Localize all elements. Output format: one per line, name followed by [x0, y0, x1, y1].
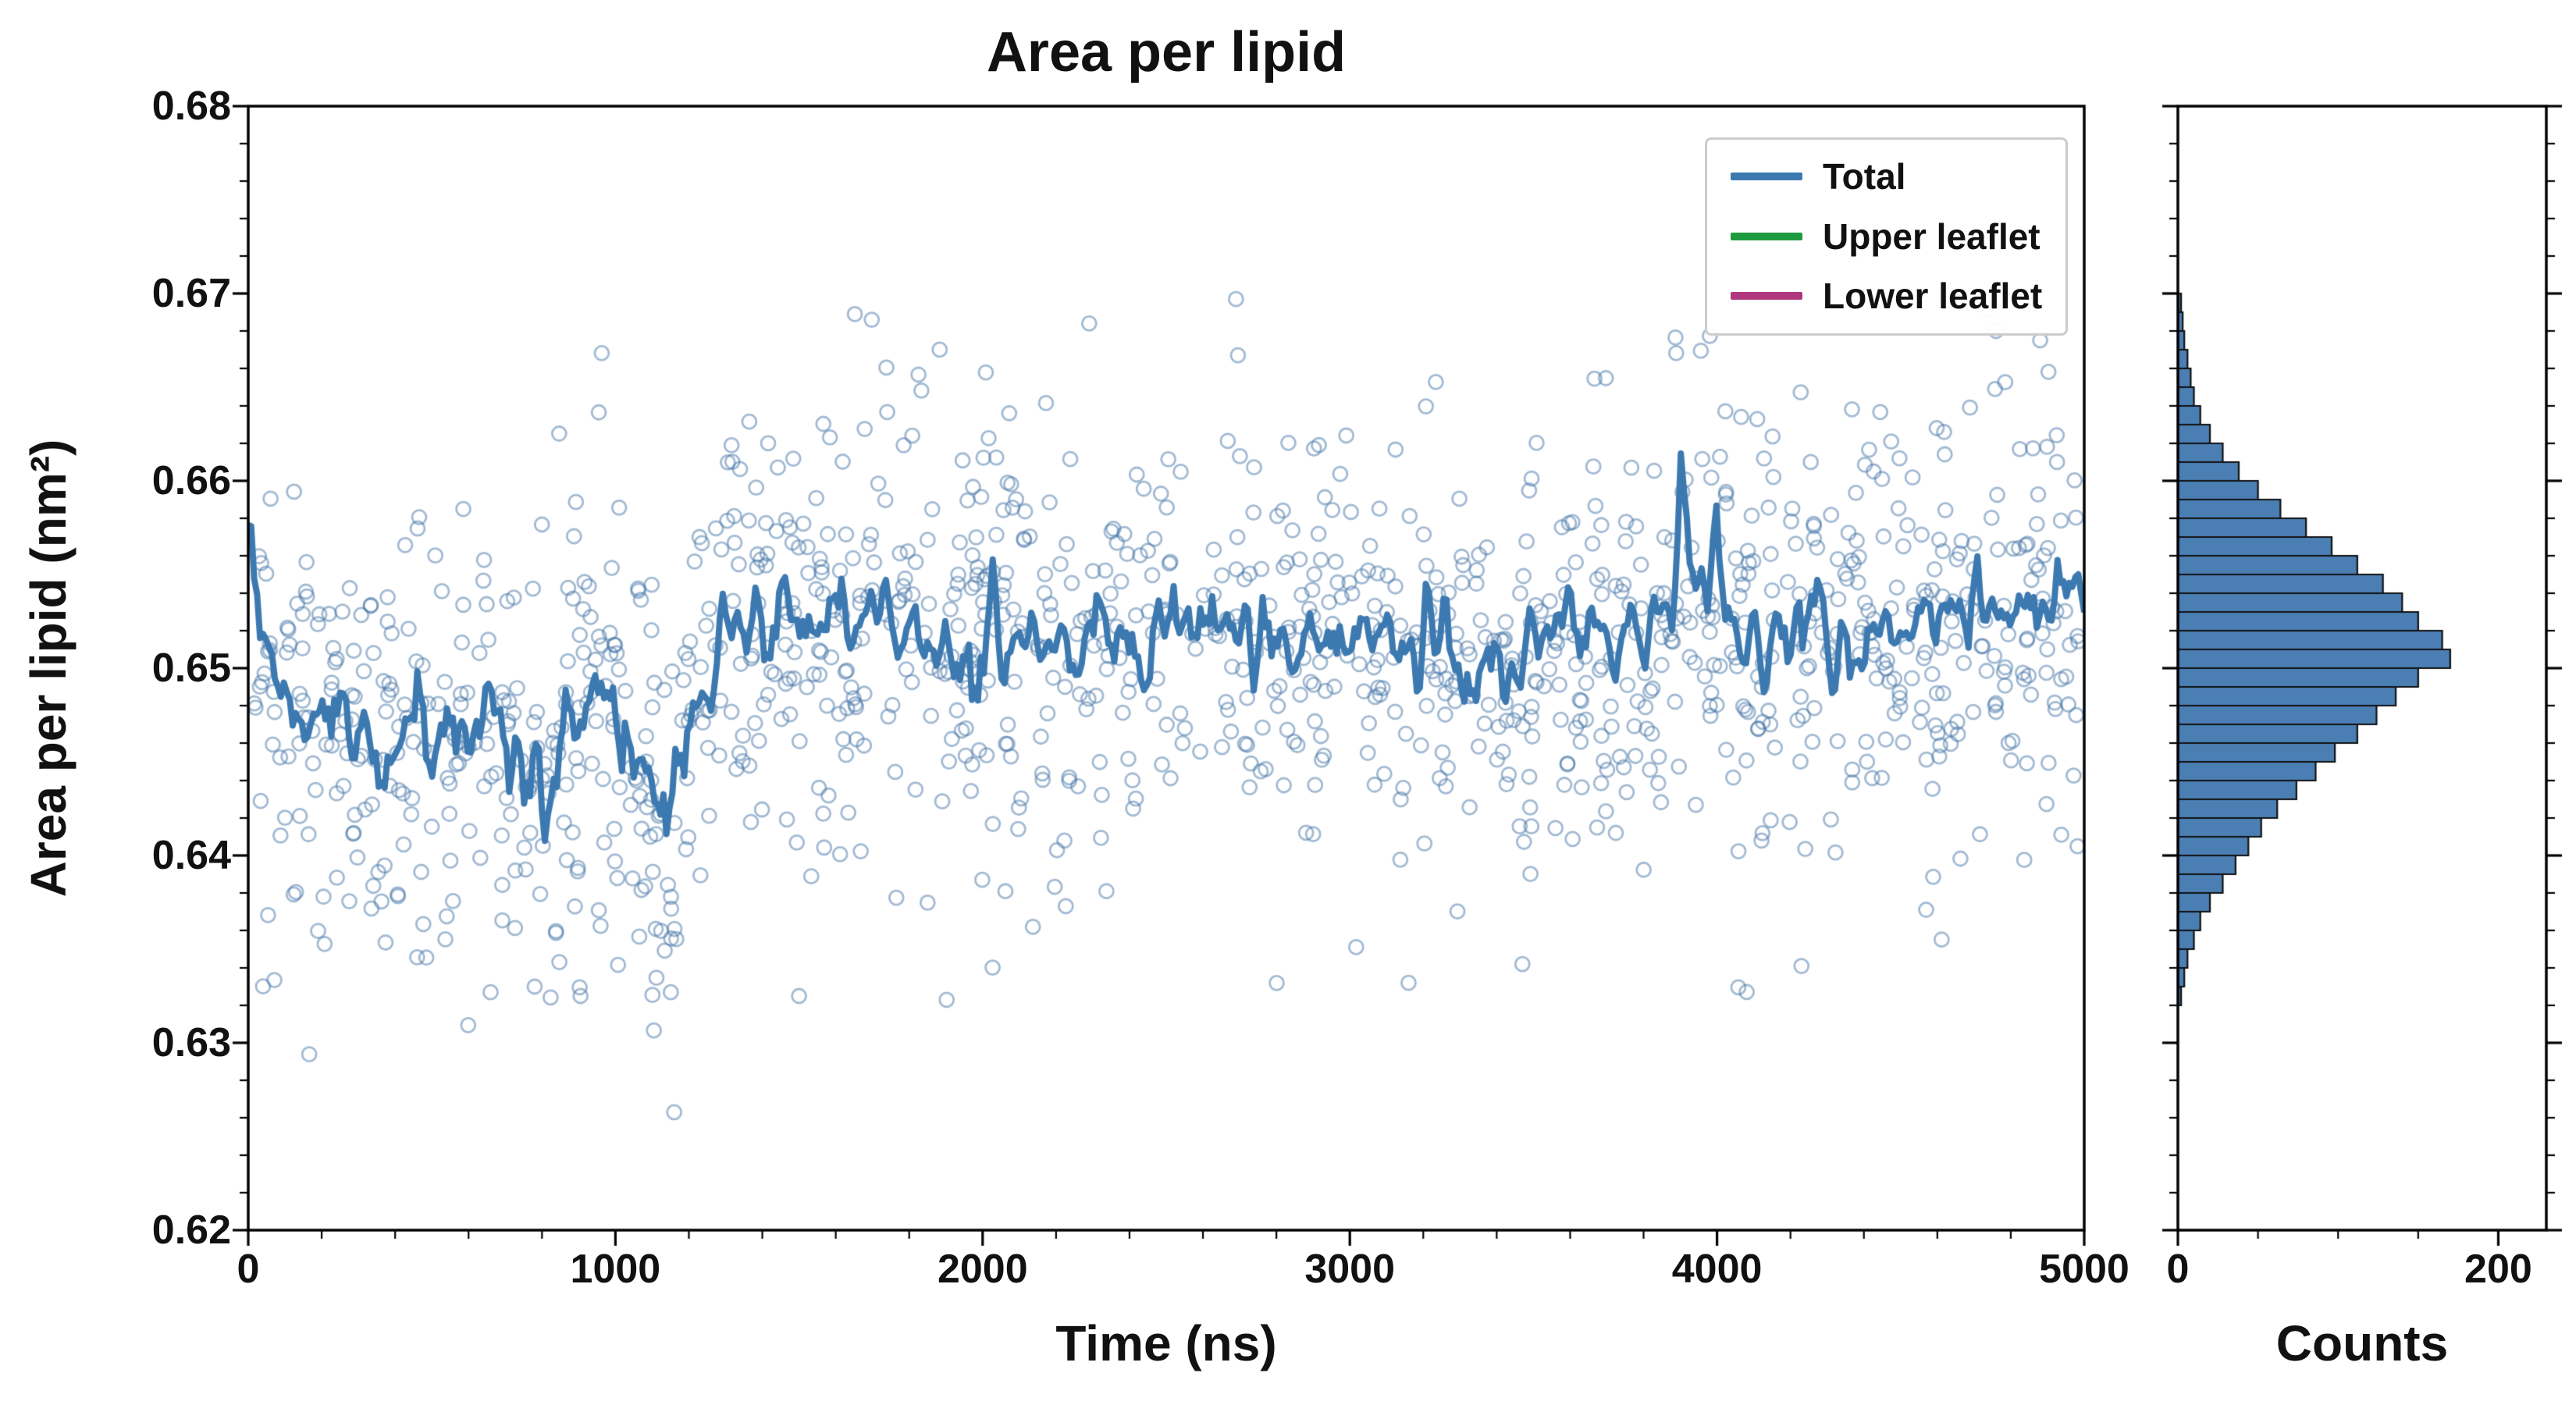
y-tick-label: 0.65: [151, 646, 231, 691]
hist-x-axis-label: Counts: [2275, 1315, 2449, 1371]
y-tick-label: 0.63: [151, 1020, 231, 1065]
y-tick-label: 0.67: [151, 271, 231, 316]
x-tick-label: 3000: [1304, 1247, 1396, 1292]
x-tick-label: 5000: [2039, 1247, 2129, 1292]
legend-line-swatch-icon: [1731, 292, 1802, 301]
y-tick-label: 0.64: [151, 833, 231, 878]
y-tick-label: 0.66: [151, 458, 231, 503]
legend: Total Upper leaflet Lower leaflet: [1705, 137, 2069, 336]
x-axis-label: Time (ns): [1055, 1315, 1277, 1371]
legend-label: Lower leaflet: [1823, 276, 2043, 317]
y-axis-label: Area per lipid (nm²): [20, 439, 76, 898]
legend-label: Total: [1823, 156, 1906, 197]
chart-title: Area per lipid: [986, 21, 1347, 84]
legend-entry-0: Total: [1731, 157, 2042, 197]
hist-x-tick-label: 0: [2166, 1247, 2190, 1292]
x-tick-label: 4000: [1671, 1247, 1763, 1292]
x-tick-label: 1000: [570, 1247, 661, 1292]
hist-x-tick-label: 200: [2464, 1247, 2532, 1292]
legend-line-swatch-icon: [1731, 173, 1802, 181]
legend-line-swatch-icon: [1731, 232, 1802, 240]
x-tick-label: 2000: [937, 1247, 1028, 1292]
y-tick-label: 0.68: [151, 84, 231, 129]
x-tick-label: 0: [237, 1247, 260, 1292]
legend-entry-1: Upper leaflet: [1731, 215, 2042, 257]
y-tick-label: 0.62: [151, 1208, 231, 1253]
legend-label: Upper leaflet: [1823, 215, 2041, 257]
legend-entry-2: Lower leaflet: [1731, 276, 2042, 316]
